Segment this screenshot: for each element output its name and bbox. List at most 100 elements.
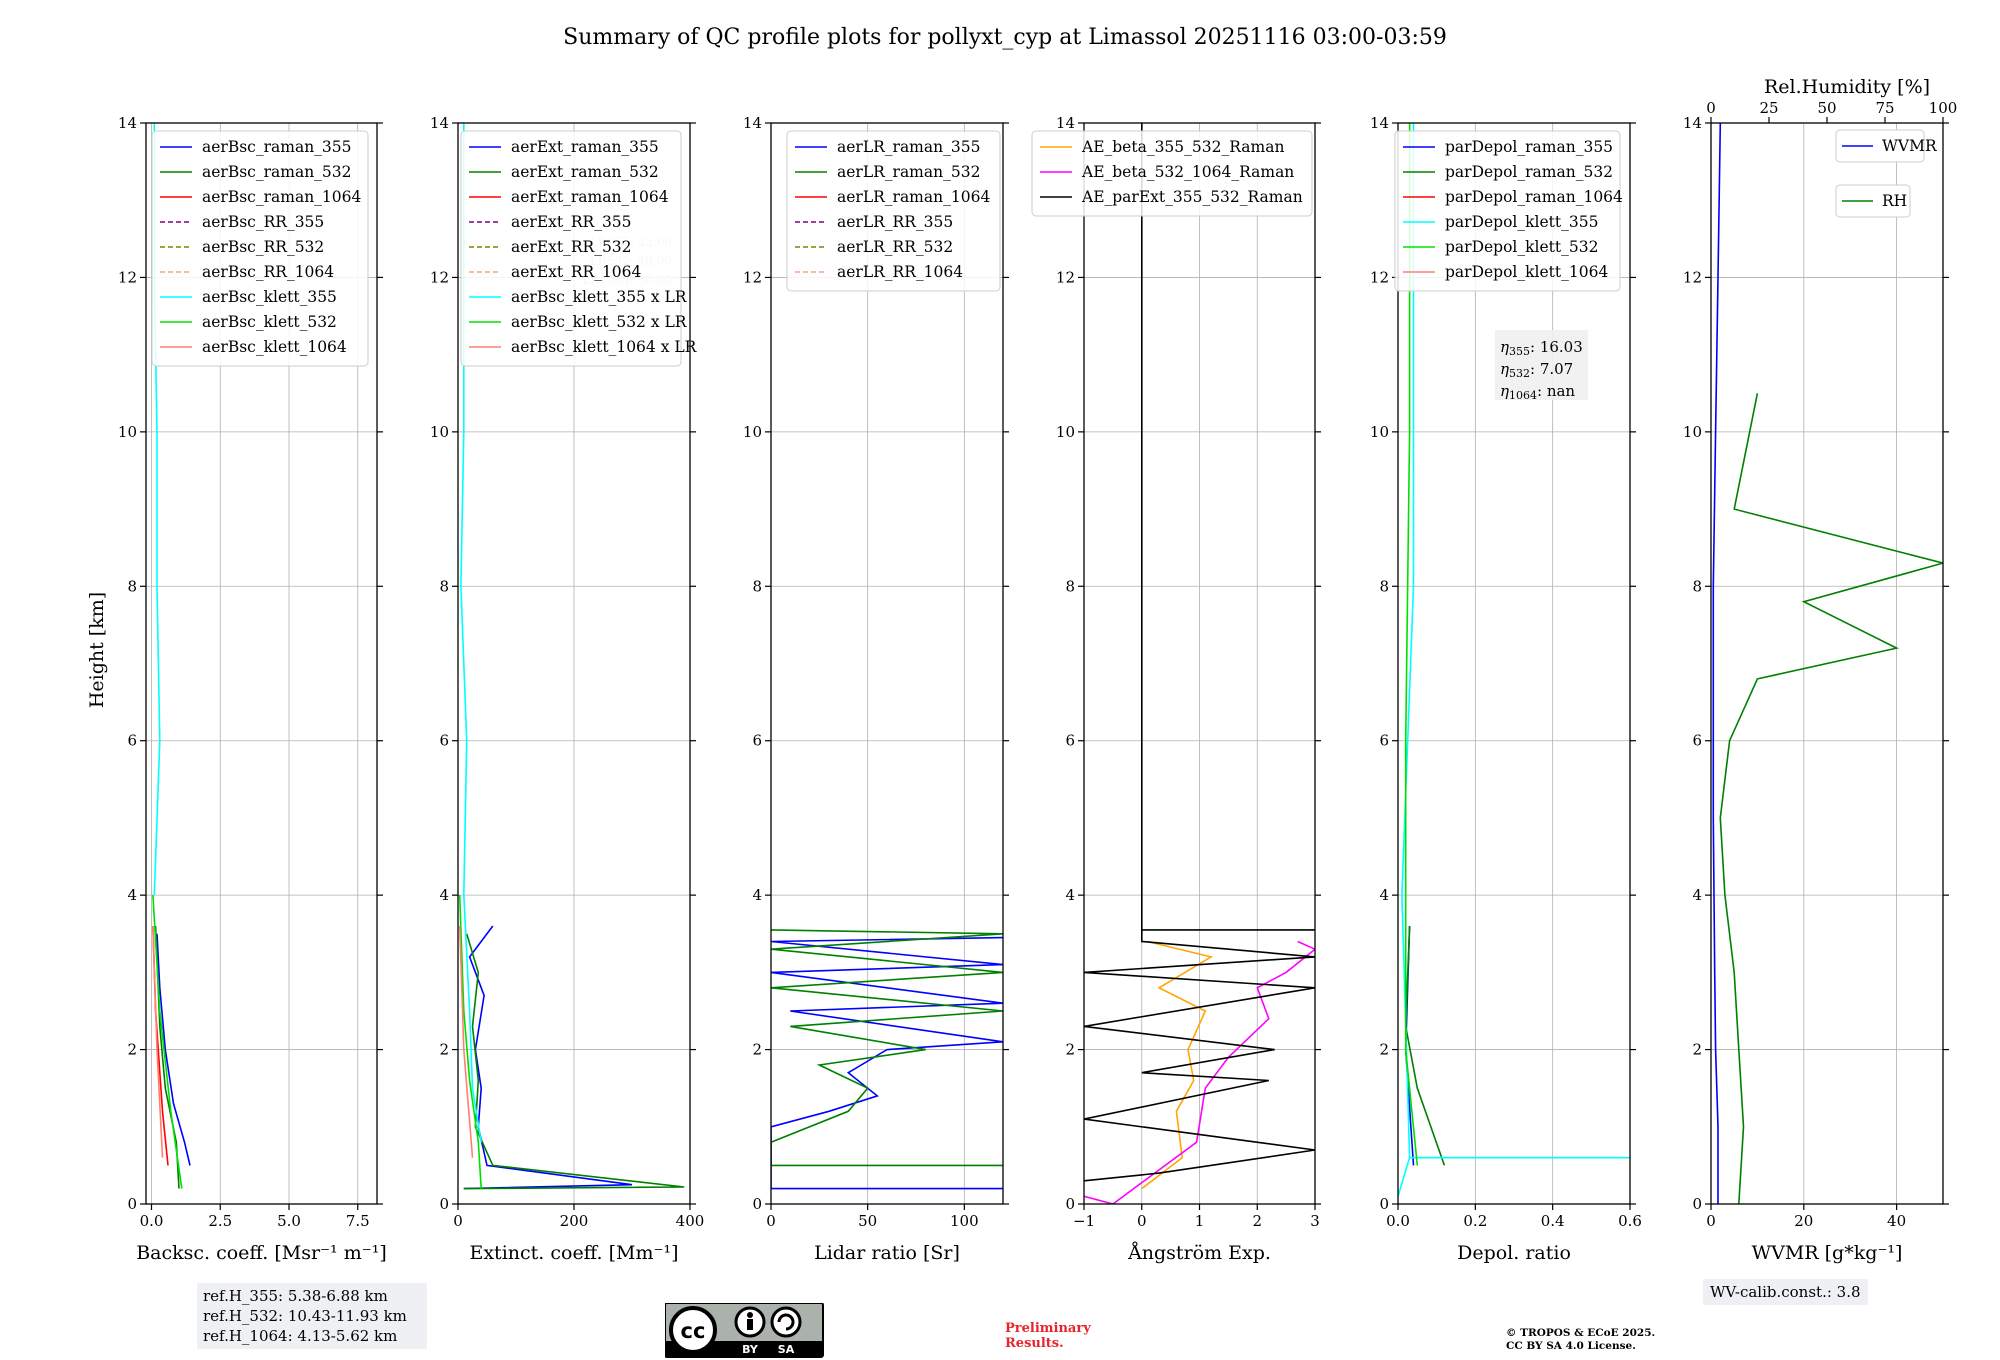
x-tick-label: 7.5 — [346, 1212, 370, 1230]
panel-1: 0 2 4 6 8 10 12 14 0.0 2.5 5.0 7.5 Backsc. coeff. [M… — [118, 114, 387, 1264]
y-tick-label: 6 — [752, 732, 762, 750]
eta-symbol: η — [1500, 360, 1509, 378]
legend-item: aerExt_RR_1064 — [511, 263, 642, 281]
reference-heights-box: ref.H_355: 5.38-6.88 km ref.H_532: 10.43… — [197, 1283, 427, 1349]
series-RH — [1719, 393, 1943, 1204]
legend-box — [1031, 130, 1313, 217]
y-tick-label: 4 — [1379, 886, 1389, 904]
y-tick-label: 8 — [1065, 577, 1075, 595]
eta-value: : nan — [1537, 382, 1575, 400]
y-tick-label: 10 — [1056, 423, 1075, 441]
cc-sa-text: SA — [778, 1343, 795, 1356]
y-tick-label: 14 — [118, 114, 137, 132]
ref-height-355: ref.H_355: 5.38-6.88 km — [203, 1287, 388, 1305]
legend-item: parDepol_raman_532 — [1445, 163, 1613, 181]
y-tick-label: 10 — [1683, 423, 1702, 441]
x-tick-label: 40 — [1887, 1212, 1906, 1230]
legend-item: aerBsc_klett_355 x LR — [511, 288, 688, 306]
x-axis-label: Backsc. coeff. [Msr⁻¹ m⁻¹] — [136, 1242, 387, 1264]
legend-box — [786, 130, 1001, 292]
x-tick-label: 200 — [560, 1212, 589, 1230]
x-tick-label: 2 — [1252, 1212, 1262, 1230]
eta-label: η532: 7.07 — [1500, 360, 1573, 380]
x-tick-label: 0.2 — [1463, 1212, 1487, 1230]
series-AE_beta_355_532_Raman — [1141, 940, 1214, 1190]
y-tick-label: 4 — [439, 886, 449, 904]
ref-height-1064: ref.H_1064: 4.13-5.62 km — [203, 1327, 398, 1345]
x-tick-label: 0.0 — [1386, 1212, 1410, 1230]
y-tick-label: 6 — [1379, 732, 1389, 750]
y-tick-label: 0 — [1065, 1195, 1075, 1213]
legend-item: WVMR — [1882, 137, 1938, 155]
x-tick-label: 0.6 — [1618, 1212, 1642, 1230]
legend-item: AE_beta_532_1064_Raman — [1081, 163, 1294, 181]
panel-2: 0 2 4 6 8 10 12 14 0 200 400 Extinct. coeff. [Mm⁻¹]… — [430, 114, 704, 1264]
series-parDepol_raman_532 — [1404, 925, 1446, 1166]
legend-item: aerBsc_klett_532 x LR — [511, 313, 688, 331]
x-axis-label: Extinct. coeff. [Mm⁻¹] — [469, 1242, 678, 1264]
y-tick-label: 10 — [118, 423, 137, 441]
top-tick-label: 100 — [1929, 99, 1958, 117]
y-tick-label: 12 — [430, 268, 449, 286]
legend-item: aerBsc_klett_1064 x LR — [511, 338, 698, 356]
legend-item: aerLR_raman_355 — [837, 138, 980, 156]
y-tick-label: 6 — [1692, 732, 1702, 750]
y-tick-label: 14 — [1056, 114, 1075, 132]
y-tick-label: 10 — [430, 423, 449, 441]
x-tick-label: 3 — [1310, 1212, 1320, 1230]
top-tick-label: 0 — [1706, 99, 1716, 117]
y-tick-label: 8 — [1692, 577, 1702, 595]
top-tick-label: 75 — [1875, 99, 1894, 117]
top-tick-label: 50 — [1817, 99, 1836, 117]
legend-item: AE_parExt_355_532_Raman — [1081, 188, 1303, 206]
legend-item: aerExt_raman_1064 — [511, 188, 669, 206]
x-axis-label: WVMR [g*kg⁻¹] — [1752, 1242, 1903, 1264]
series-aerBsc_klett_532 — [152, 895, 183, 1189]
x-tick-label: −1 — [1073, 1212, 1095, 1230]
y-tick-label: 8 — [127, 577, 137, 595]
preliminary-line-1: Preliminary — [1005, 1321, 1091, 1336]
y-tick-label: 2 — [1065, 1041, 1075, 1059]
y-tick-label: 2 — [127, 1041, 137, 1059]
series-AE_parExt_355_532_Raman — [1084, 123, 1315, 1182]
y-tick-label: 12 — [1683, 268, 1702, 286]
legend-item: aerBsc_raman_532 — [202, 163, 352, 181]
y-tick-label: 6 — [439, 732, 449, 750]
legend-item: AE_beta_355_532_Raman — [1081, 138, 1284, 156]
series-aerBsc_klett_355 x LR — [460, 123, 482, 1143]
legend-item: parDepol_klett_1064 — [1445, 263, 1608, 281]
y-tick-label: 0 — [752, 1195, 762, 1213]
legend-item: aerBsc_raman_1064 — [202, 188, 362, 206]
y-tick-label: 6 — [1065, 732, 1075, 750]
y-tick-label: 4 — [752, 886, 762, 904]
eta-box — [1495, 330, 1588, 400]
preliminary-line-2: Results. — [1005, 1336, 1064, 1351]
legend-item: aerBsc_klett_532 — [202, 313, 337, 331]
series-aerBsc_raman_355 — [156, 933, 191, 1166]
legend-item: aerBsc_raman_355 — [202, 138, 352, 156]
axes-frame — [770, 122, 1004, 1205]
y-tick-label: 10 — [1370, 423, 1389, 441]
cc-by-text: BY — [742, 1343, 759, 1356]
x-axis-label: Ångström Exp. — [1127, 1242, 1271, 1264]
y-tick-label: 14 — [1683, 114, 1702, 132]
y-tick-label: 12 — [1370, 268, 1389, 286]
x-tick-label: 0 — [1706, 1212, 1716, 1230]
x-tick-label: 1 — [1195, 1212, 1205, 1230]
y-tick-label: 4 — [1065, 886, 1075, 904]
legend-item: aerBsc_RR_532 — [202, 238, 324, 256]
y-tick-label: 4 — [1692, 886, 1702, 904]
x-tick-label: 400 — [676, 1212, 705, 1230]
eta-label: η355: 16.03 — [1500, 338, 1583, 358]
legend-item: parDepol_klett_532 — [1445, 238, 1598, 256]
y-tick-label: 6 — [127, 732, 137, 750]
y-tick-label: 14 — [430, 114, 449, 132]
y-tick-label: 12 — [1056, 268, 1075, 286]
legend-item: aerExt_RR_532 — [511, 238, 632, 256]
legend-item: aerLR_raman_1064 — [837, 188, 990, 206]
y-tick-label: 12 — [743, 268, 762, 286]
